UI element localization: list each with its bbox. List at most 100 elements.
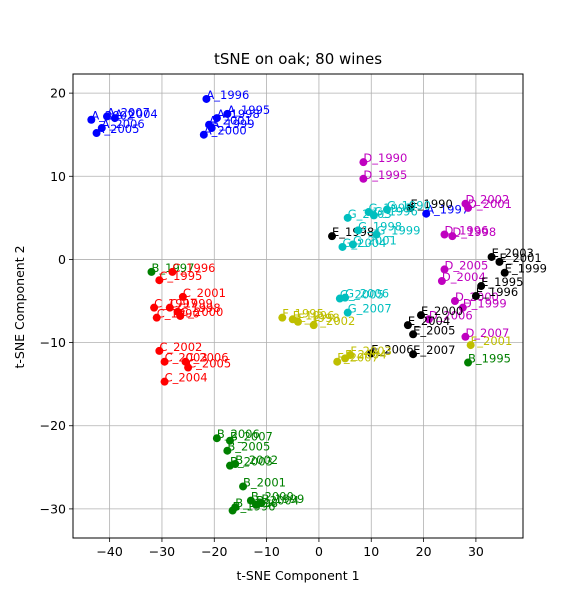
data-point-B_1995 xyxy=(464,358,473,367)
data-point-C_2003 xyxy=(160,357,169,366)
data-point-G_1999 xyxy=(372,230,381,239)
grid xyxy=(73,74,523,538)
x-tick-label: 10 xyxy=(363,544,379,559)
point-label-G_2003: G_2003 xyxy=(348,207,392,221)
data-point-B_2007 xyxy=(225,436,234,445)
point-label-B_1996: B_1996 xyxy=(233,500,276,514)
point-label-G_1990: G_1990 xyxy=(387,199,431,213)
point-label-D_2004: D_2004 xyxy=(442,270,486,284)
point-label-G_2006: G_2006 xyxy=(345,287,389,301)
data-point-E_2007 xyxy=(409,350,418,359)
data-point-A_2002 xyxy=(87,115,96,124)
point-label-A_2004: A_2004 xyxy=(115,107,158,121)
data-point-A_2007 xyxy=(103,112,112,121)
data-point-E_2005 xyxy=(409,330,418,339)
data-point-F_2007 xyxy=(333,357,342,366)
point-label-E_1995: E_1995 xyxy=(481,275,523,289)
data-point-A_2004 xyxy=(110,114,119,123)
data-point-C_1995 xyxy=(155,276,164,285)
point-label-C_1999: C_1999 xyxy=(170,297,213,311)
point-label-C_2005: C_2005 xyxy=(188,357,231,371)
data-point-A_2006 xyxy=(97,124,106,133)
data-point-D_2004 xyxy=(437,277,446,286)
point-label-A_2002: A_2002 xyxy=(91,109,134,123)
y-tick-label: 0 xyxy=(58,252,66,267)
plot-frame xyxy=(72,73,524,539)
x-tick-label: −20 xyxy=(201,544,227,559)
point-label-C_1995: C_1995 xyxy=(159,269,202,283)
data-point-B_1996 xyxy=(228,506,237,515)
data-point-A_2000 xyxy=(199,130,208,139)
data-point-E_1998 xyxy=(328,232,337,241)
data-point-E_2001 xyxy=(495,257,504,266)
ticks: −40 −30 −20 −10 0 10 20 30 −30 −20 −10 0 10 20 xyxy=(40,86,484,559)
point-label-D_1995: D_1995 xyxy=(363,168,407,182)
data-point-E_1995 xyxy=(477,282,486,291)
point-label-C_2006: C_2006 xyxy=(186,351,229,365)
data-point-G_2003 xyxy=(343,213,352,222)
point-label-C_1998: C_1998 xyxy=(178,301,221,315)
data-point-E_2003 xyxy=(487,252,496,261)
point-label-E_2007: E_2007 xyxy=(413,343,455,357)
point-label-F_2003: F_2003 xyxy=(350,344,392,358)
data-point-E_1990 xyxy=(406,203,415,212)
data-point-G_2007 xyxy=(343,308,352,317)
point-label-B_2003: B_2003 xyxy=(230,455,273,469)
point-label-D_2001: D_2001 xyxy=(468,197,512,211)
data-point-A_2005 xyxy=(92,129,101,138)
data-point-C_2005 xyxy=(184,363,193,372)
data-point-F_2004 xyxy=(341,354,350,363)
data-point-C_2002 xyxy=(155,346,164,355)
y-axis-label: t-SNE Component 2 xyxy=(12,245,27,368)
point-label-C_2004: C_2004 xyxy=(165,371,208,385)
point-label-B_2007: B_2007 xyxy=(230,430,273,444)
x-tick-label: 0 xyxy=(315,544,323,559)
point-label-E_2000: E_2000 xyxy=(421,304,463,318)
data-point-A_1996 xyxy=(202,94,211,103)
data-point-D_2000 xyxy=(450,297,459,306)
point-label-E_1996: E_1996 xyxy=(476,285,518,299)
point-label-C_2000: C_2000 xyxy=(180,305,223,319)
data-point-G_2001 xyxy=(348,240,357,249)
point-label-A_2001: A_2001 xyxy=(209,114,252,128)
data-point-D_1990 xyxy=(359,158,368,167)
point-label-F_2001: F_2001 xyxy=(471,334,513,348)
point-label-D_2006: D_2006 xyxy=(429,308,473,322)
data-point-B_1997 xyxy=(147,267,156,276)
data-point-F_1995 xyxy=(278,313,287,322)
data-point-D_2007 xyxy=(461,332,470,341)
x-tick-label: −10 xyxy=(253,544,279,559)
data-point-C_2001 xyxy=(178,292,187,301)
point-label-D_1998: D_1998 xyxy=(452,225,496,239)
point-label-C_2002: C_2002 xyxy=(159,340,202,354)
point-label-D_2005: D_2005 xyxy=(445,258,489,272)
x-axis-label: t-SNE Component 1 xyxy=(236,568,359,583)
data-point-E_2000 xyxy=(416,311,425,320)
data-point-E_1996 xyxy=(471,292,480,301)
point-label-B_1995: B_1995 xyxy=(468,352,511,366)
y-tick-label: −20 xyxy=(40,418,66,433)
data-point-D_2006 xyxy=(424,315,433,324)
point-label-C_2001: C_2001 xyxy=(183,286,226,300)
data-point-C_2000 xyxy=(176,311,185,320)
point-label-B_2005: B_2005 xyxy=(227,440,270,454)
y-tick-label: 20 xyxy=(50,86,66,101)
point-label-A_1996: A_1996 xyxy=(206,88,249,102)
data-point-C_1999 xyxy=(165,303,174,312)
point-label-F_2002: F_2002 xyxy=(314,314,356,328)
point-label-E_2001: E_2001 xyxy=(499,251,541,265)
point-label-A_2000: A_2000 xyxy=(204,124,247,138)
point-label-E_2005: E_2005 xyxy=(413,323,455,337)
data-point-G_2006 xyxy=(341,293,350,302)
x-tick-label: 20 xyxy=(416,544,432,559)
data-point-D_1999 xyxy=(458,303,467,312)
point-label-C_1997: C_1997 xyxy=(154,297,197,311)
data-point-B_1999 xyxy=(257,499,266,508)
point-label-A_2006: A_2006 xyxy=(102,117,145,131)
point-label-A_1997: A_1997 xyxy=(426,203,469,217)
chart-title: tSNE on oak; 80 wines xyxy=(214,50,382,68)
point-label-G_2007: G_2007 xyxy=(348,302,392,316)
point-label-B_2002: B_2002 xyxy=(235,453,278,467)
point-label-B_2001: B_2001 xyxy=(243,475,286,489)
